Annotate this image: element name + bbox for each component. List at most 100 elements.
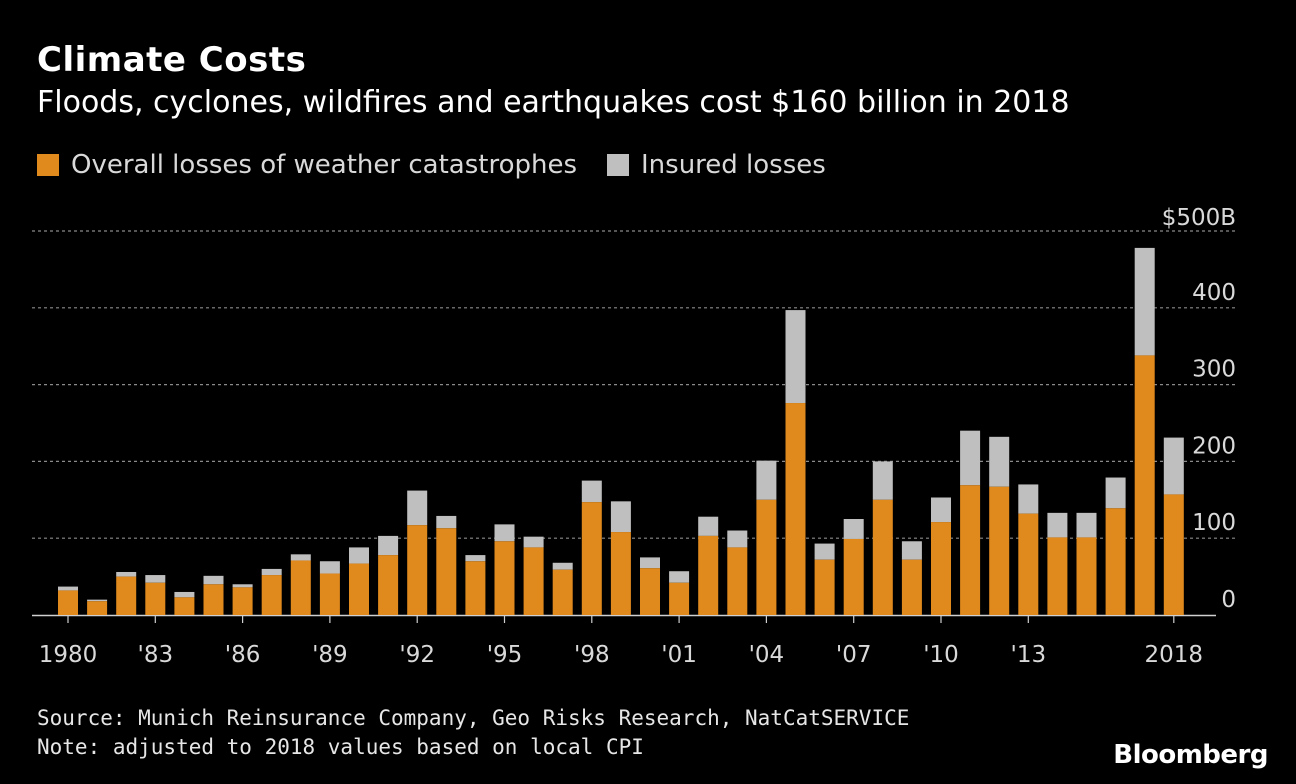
x-tick-label: '07 xyxy=(836,642,872,668)
bar-overall-1997 xyxy=(552,569,573,615)
bar-insured-2014 xyxy=(1047,512,1068,538)
bar-overall-2003 xyxy=(727,547,748,615)
bar-insured-2009 xyxy=(901,541,922,560)
bar-insured-2012 xyxy=(989,436,1010,487)
bar-overall-2008 xyxy=(872,499,893,615)
bar-overall-1998 xyxy=(581,502,602,615)
bar-overall-1984 xyxy=(174,597,195,615)
bar-overall-1985 xyxy=(203,584,224,615)
bar-insured-1982 xyxy=(116,571,137,577)
y-tick-label: 200 xyxy=(1192,433,1236,459)
bar-overall-2006 xyxy=(814,559,835,615)
legend-item-insured: Insured losses xyxy=(607,150,826,180)
bar-overall-2007 xyxy=(843,538,864,615)
bar-insured-2016 xyxy=(1105,477,1126,509)
bar-insured-1996 xyxy=(523,536,544,548)
bar-insured-1990 xyxy=(349,547,369,564)
bloomberg-logo: Bloomberg xyxy=(1113,740,1268,770)
bar-overall-2013 xyxy=(1018,513,1039,615)
bar-overall-2005 xyxy=(785,403,806,615)
legend-swatch-overall xyxy=(37,154,59,176)
bar-insured-1986 xyxy=(232,584,253,588)
x-tick-label: '98 xyxy=(574,642,610,668)
bar-overall-1988 xyxy=(290,560,311,615)
bar-insured-2018 xyxy=(1163,437,1184,495)
bar-overall-1989 xyxy=(319,573,340,615)
chart-subtitle: Floods, cyclones, wildfires and earthqua… xyxy=(37,85,1070,120)
bar-insured-2013 xyxy=(1018,484,1039,514)
bar-overall-2001 xyxy=(669,582,690,615)
y-tick-label: 100 xyxy=(1192,510,1236,536)
bar-insured-2001 xyxy=(669,571,690,583)
bar-overall-1992 xyxy=(407,525,428,615)
bar-overall-1981 xyxy=(87,601,108,615)
bar-insured-1980 xyxy=(58,586,78,591)
bar-insured-2002 xyxy=(698,516,719,536)
chart-title: Climate Costs xyxy=(37,40,307,80)
bar-overall-2011 xyxy=(960,485,981,615)
x-tick-label: '13 xyxy=(1011,642,1047,668)
bar-overall-2009 xyxy=(901,559,922,615)
y-tick-label: $500B xyxy=(1162,205,1236,231)
bar-insured-2017 xyxy=(1134,247,1155,356)
bar-insured-2011 xyxy=(960,430,981,486)
note-text: Note: adjusted to 2018 values based on l… xyxy=(37,735,644,759)
bar-overall-1991 xyxy=(378,555,399,615)
bars xyxy=(58,247,1184,615)
legend-swatch-insured xyxy=(607,154,629,176)
bar-overall-2002 xyxy=(698,535,719,615)
bar-insured-2008 xyxy=(872,461,893,500)
bar-insured-1989 xyxy=(319,561,340,574)
bar-overall-2000 xyxy=(640,568,660,615)
x-tick-label: '89 xyxy=(312,642,348,668)
bar-insured-1991 xyxy=(378,535,399,556)
bar-insured-2006 xyxy=(814,543,835,560)
bar-insured-1993 xyxy=(436,515,457,529)
bar-overall-1996 xyxy=(523,547,544,615)
bar-insured-2007 xyxy=(843,519,864,539)
x-tick-label: '92 xyxy=(399,642,435,668)
bar-insured-2015 xyxy=(1076,512,1097,538)
legend-label-insured: Insured losses xyxy=(641,150,826,180)
x-tick-label: 1980 xyxy=(39,642,98,668)
bar-overall-2012 xyxy=(989,486,1010,615)
bar-insured-2000 xyxy=(640,557,660,569)
bar-insured-2003 xyxy=(727,530,748,548)
bar-overall-2004 xyxy=(756,499,777,615)
bar-overall-2016 xyxy=(1105,508,1126,615)
bar-overall-2015 xyxy=(1076,537,1097,615)
bar-overall-2018 xyxy=(1163,494,1184,615)
legend: Overall losses of weather catastrophes I… xyxy=(37,150,856,180)
bar-insured-1983 xyxy=(145,575,166,583)
x-tick-label: '95 xyxy=(487,642,523,668)
source-text: Source: Munich Reinsurance Company, Geo … xyxy=(37,706,910,730)
bar-insured-1981 xyxy=(87,599,108,602)
bar-insured-2005 xyxy=(785,310,806,404)
bar-overall-1986 xyxy=(232,587,253,615)
bar-insured-2004 xyxy=(756,460,777,500)
legend-item-overall: Overall losses of weather catastrophes xyxy=(37,150,577,180)
x-tick-label: '86 xyxy=(225,642,261,668)
y-tick-label: 0 xyxy=(1221,587,1236,613)
bar-overall-1999 xyxy=(610,532,631,615)
bar-insured-1995 xyxy=(494,524,515,542)
x-tick-label: '83 xyxy=(138,642,174,668)
bar-insured-1984 xyxy=(174,591,195,598)
bar-overall-1990 xyxy=(349,563,369,615)
y-tick-label: 300 xyxy=(1192,357,1236,383)
x-tick-label: '10 xyxy=(923,642,959,668)
bar-overall-1987 xyxy=(261,575,282,615)
x-axis-ticks: 1980 '83 '86 '89 '92 '95 '98 '01 '04 '07 '10 '13 201… xyxy=(39,615,1203,668)
y-tick-label: 400 xyxy=(1192,280,1236,306)
bar-insured-1999 xyxy=(610,501,631,533)
bar-overall-2010 xyxy=(931,522,951,615)
bar-insured-1985 xyxy=(203,575,224,585)
bar-insured-1987 xyxy=(261,568,282,576)
bar-overall-1980 xyxy=(58,590,78,615)
x-tick-label: '01 xyxy=(661,642,697,668)
x-tick-label: '04 xyxy=(749,642,785,668)
bar-overall-1995 xyxy=(494,541,515,615)
bar-insured-1992 xyxy=(407,490,428,526)
bar-overall-1982 xyxy=(116,576,137,615)
